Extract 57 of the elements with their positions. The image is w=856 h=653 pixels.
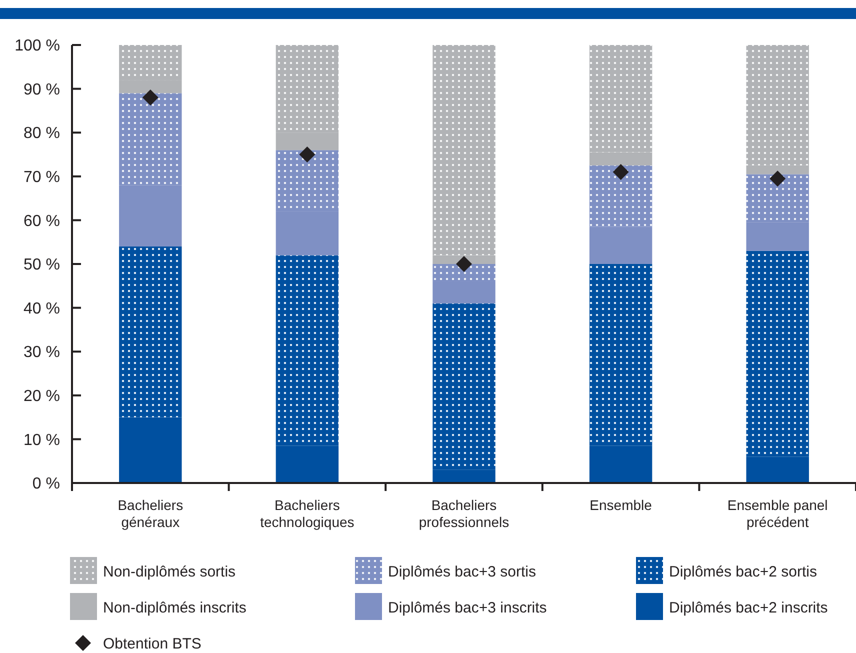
y-tick-label: 20 % — [24, 388, 60, 405]
y-tick-label: 40 % — [24, 300, 60, 318]
bar — [432, 264, 496, 282]
bar — [432, 282, 496, 304]
bar — [746, 165, 809, 174]
point — [770, 170, 786, 187]
y-tick-label: 60 % — [24, 212, 60, 230]
bar — [589, 165, 652, 227]
bar — [119, 93, 182, 186]
point — [456, 256, 472, 272]
point — [142, 90, 158, 106]
y-tick-label: 90 % — [24, 81, 60, 98]
bar — [746, 174, 809, 222]
y-tick-label: 0 % — [32, 476, 60, 493]
legend-label: Non-diplômés inscrits — [103, 599, 246, 616]
point — [612, 164, 629, 180]
x-tick-label: Ensemble panel précédent — [727, 497, 828, 530]
bar — [432, 470, 496, 483]
bar — [276, 255, 339, 446]
y-tick-label: 10 % — [24, 432, 60, 449]
y-tick-label: 50 % — [24, 256, 60, 274]
y-tick-label: 30 % — [24, 344, 60, 362]
bar — [276, 446, 339, 483]
x-tick-label: Bacheliers généraux — [118, 497, 184, 530]
legend-label: Obtention BTS — [103, 635, 202, 652]
bar — [276, 150, 339, 212]
point — [299, 146, 316, 162]
bar — [589, 264, 652, 446]
bar — [746, 222, 809, 251]
bar — [119, 417, 182, 483]
y-tick-label: 100 % — [14, 38, 60, 55]
legend-label: Diplômés bac+2 sortis — [669, 563, 817, 580]
y-tick-label: 70 % — [24, 169, 60, 186]
bar — [276, 45, 339, 133]
bar — [746, 45, 809, 166]
x-tick-label: Ensemble — [590, 497, 652, 513]
bar — [589, 45, 652, 152]
x-tick-label: Bacheliers professionnels — [418, 497, 510, 530]
bar — [432, 303, 496, 470]
bar — [746, 250, 809, 457]
bar — [589, 152, 652, 166]
legend-label: Diplômés bac+3 inscrits — [388, 599, 547, 616]
bar — [746, 456, 809, 483]
bar — [589, 226, 652, 264]
bar — [589, 446, 652, 483]
x-tick-label: Bacheliers technologiques — [260, 497, 354, 530]
bar — [119, 246, 182, 418]
bar — [119, 80, 182, 94]
legend-label: Diplômés bac+2 inscrits — [669, 599, 828, 616]
bar — [119, 185, 182, 246]
bar — [119, 45, 182, 80]
legend-label: Non-diplômés sortis — [103, 563, 236, 580]
bar — [276, 132, 339, 150]
y-tick-label: 80 % — [24, 125, 60, 142]
legend-label: Diplômés bac+3 sortis — [388, 563, 536, 580]
bar — [276, 211, 339, 256]
bar — [432, 45, 496, 256]
